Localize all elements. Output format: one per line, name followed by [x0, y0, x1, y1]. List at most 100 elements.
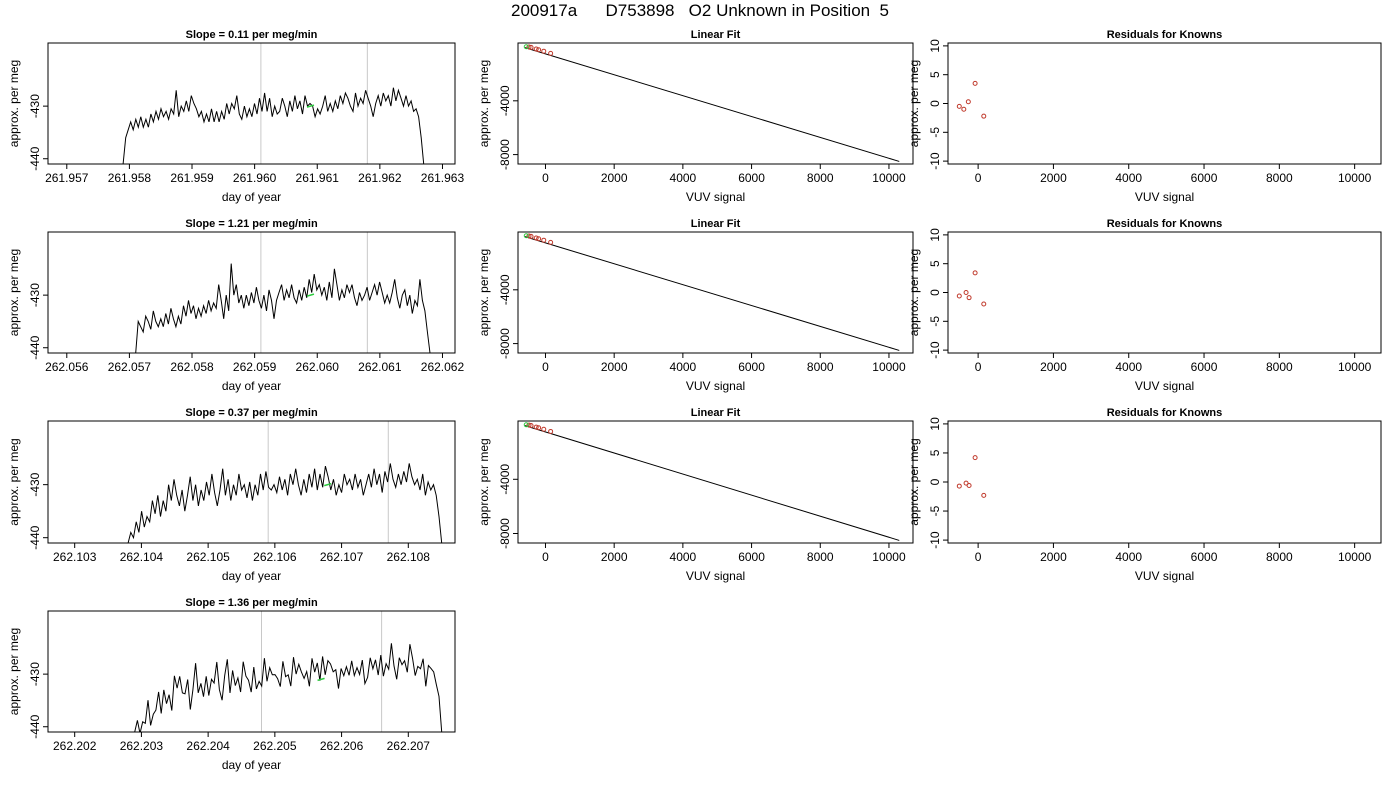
- x-axis-label: VUV signal: [686, 379, 745, 393]
- panel-title: Slope = 0.11 per meg/min: [186, 29, 318, 41]
- known-point: [533, 235, 539, 241]
- x-tick-label: 262.062: [421, 360, 465, 374]
- known-point: [533, 46, 539, 52]
- plot-frame: [947, 231, 1382, 354]
- y-tick-label: -5: [928, 127, 942, 138]
- unknown-marker: [324, 482, 332, 487]
- panel-title: Slope = 1.21 per meg/min: [185, 218, 318, 230]
- x-tick-label: 262.059: [233, 360, 277, 374]
- known-point: [548, 50, 554, 56]
- y-tick-label: -4000: [498, 85, 512, 116]
- trace-panel-row-2: Slope = 0.37 per meg/min 262.103 262.104 26…: [7, 407, 456, 583]
- x-tick-label: 2000: [1040, 360, 1067, 374]
- residual-point: [972, 455, 978, 461]
- plot-area: [134, 611, 443, 732]
- y-tick-label: 10: [928, 417, 942, 431]
- x-axis-label: day of year: [222, 569, 281, 583]
- trace-line: [134, 643, 443, 732]
- unknown-point: [523, 422, 529, 428]
- trace-panel-row-1: Slope = 1.21 per meg/min 262.056 262.057 26…: [7, 218, 464, 393]
- y-tick-label: -440: [28, 714, 42, 738]
- x-tick-label: 0: [542, 171, 549, 185]
- y-tick-label: -430: [28, 662, 42, 686]
- x-tick-label: 262.202: [53, 739, 97, 753]
- y-tick-label: 5: [928, 449, 942, 456]
- x-tick-label: 2000: [1040, 550, 1067, 564]
- x-tick-label: 262.206: [320, 739, 364, 753]
- y-tick-label: -430: [28, 94, 42, 118]
- x-axis-label: day of year: [222, 190, 281, 204]
- plot-area: [135, 232, 431, 353]
- known-point: [526, 233, 532, 239]
- x-tick-label: 10000: [1338, 360, 1372, 374]
- panel-title: Slope = 1.36 per meg/min: [185, 597, 318, 609]
- known-point: [533, 424, 539, 430]
- x-tick-label: 8000: [1266, 550, 1293, 564]
- plot-area: [122, 43, 425, 164]
- y-tick-label: -4000: [498, 464, 512, 495]
- y-tick-label: -440: [28, 525, 42, 549]
- x-tick-label: 4000: [1115, 550, 1142, 564]
- known-point: [526, 422, 532, 428]
- x-axis-label: VUV signal: [686, 569, 745, 583]
- residual-point: [972, 80, 978, 86]
- panel-title: Residuals for Knowns: [1107, 407, 1223, 419]
- y-axis-label: approx. per meg: [907, 438, 921, 525]
- x-tick-label: 0: [542, 550, 549, 564]
- plot-area: [956, 270, 987, 307]
- x-tick-label: 6000: [738, 550, 765, 564]
- x-tick-label: 6000: [1191, 171, 1218, 185]
- panel-title: Slope = 0.37 per meg/min: [185, 407, 318, 419]
- plot-frame: [47, 42, 456, 165]
- x-tick-label: 8000: [807, 360, 834, 374]
- y-axis-label: approx. per meg: [7, 60, 21, 147]
- y-tick-label: 10: [928, 228, 942, 242]
- x-tick-label: 10000: [872, 360, 906, 374]
- y-tick-label: -430: [28, 472, 42, 496]
- y-tick-label: -5: [928, 316, 942, 327]
- x-tick-label: 6000: [1191, 360, 1218, 374]
- y-axis-label: approx. per meg: [7, 249, 21, 336]
- unknown-marker: [306, 104, 315, 108]
- known-point: [536, 425, 542, 431]
- y-tick-label: -10: [928, 341, 942, 359]
- residual-point: [963, 290, 969, 295]
- x-tick-label: 262.104: [120, 550, 164, 564]
- x-tick-label: 2000: [601, 550, 628, 564]
- unknown-point: [523, 44, 529, 50]
- panel-title: Linear Fit: [691, 218, 741, 230]
- known-point: [526, 44, 532, 50]
- x-tick-label: 10000: [872, 171, 906, 185]
- y-tick-label: 0: [928, 100, 942, 107]
- known-point: [528, 44, 534, 50]
- known-point: [528, 233, 534, 239]
- x-tick-label: 262.108: [387, 550, 431, 564]
- unknown-marker: [317, 677, 325, 682]
- x-tick-label: 8000: [1266, 171, 1293, 185]
- trace-panel-row-3: Slope = 1.36 per meg/min 262.202 262.203 26…: [7, 597, 456, 772]
- plot-frame: [47, 231, 456, 354]
- fit-panel-row-2: Linear Fit 0 2000 4000 6000 8000 10000 -8000 -40…: [477, 407, 914, 583]
- x-tick-label: 262.058: [170, 360, 214, 374]
- residual-point: [981, 492, 987, 498]
- x-tick-label: 261.959: [170, 171, 214, 185]
- y-tick-label: 5: [928, 71, 942, 78]
- trace-line: [135, 263, 431, 353]
- residual-point: [956, 483, 962, 489]
- x-tick-label: 8000: [807, 171, 834, 185]
- y-tick-label: -440: [28, 146, 42, 170]
- known-point: [548, 428, 554, 434]
- plot-frame: [517, 42, 914, 165]
- panel-title: Residuals for Knowns: [1107, 29, 1223, 41]
- panel-title: Linear Fit: [691, 29, 741, 41]
- x-tick-label: 262.056: [45, 360, 89, 374]
- y-axis-label: approx. per meg: [477, 60, 491, 147]
- plot-frame: [47, 610, 456, 733]
- known-point: [548, 239, 554, 245]
- y-axis-label: approx. per meg: [477, 438, 491, 525]
- y-tick-label: 10: [928, 39, 942, 53]
- x-tick-label: 262.060: [296, 360, 340, 374]
- y-axis-label: approx. per meg: [7, 438, 21, 525]
- x-tick-label: 0: [542, 360, 549, 374]
